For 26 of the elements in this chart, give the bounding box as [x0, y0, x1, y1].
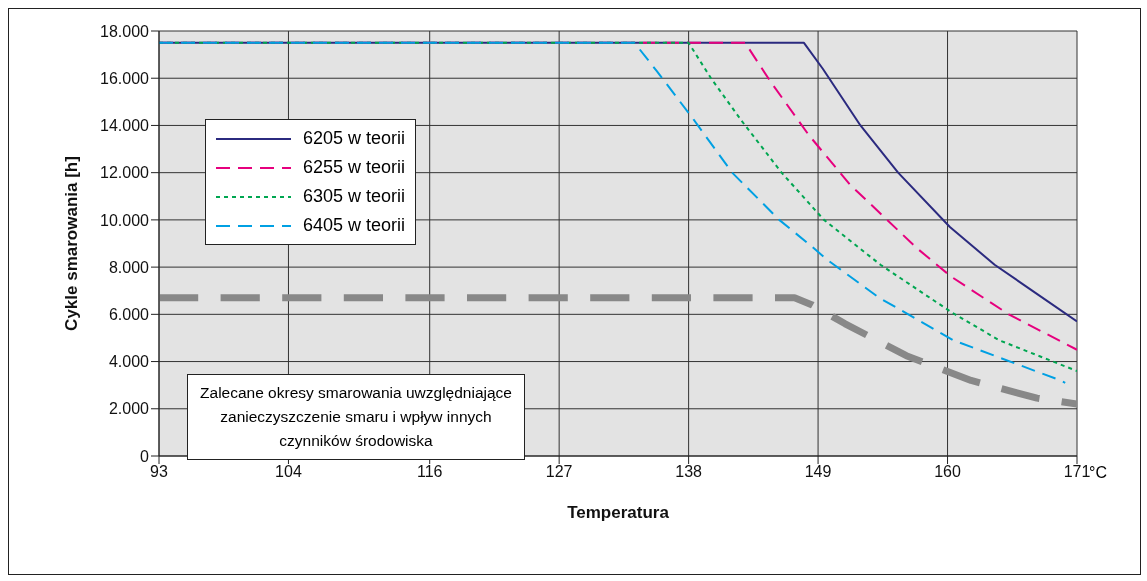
legend-label: 6205 w teorii	[303, 128, 406, 149]
x-tick-label: 93	[150, 463, 168, 481]
y-tick-label: 0	[140, 447, 150, 465]
x-tick-label: 149	[804, 463, 832, 481]
x-tick-label: 138	[675, 463, 703, 481]
x-tick-label: 116	[416, 463, 443, 481]
y-tick-label: 8.000	[108, 258, 150, 276]
x-tick-label: 127	[545, 463, 573, 481]
legend-label: 6405 w teorii	[303, 215, 406, 236]
x-axis-title: Temperatura	[567, 503, 670, 522]
x-tick-label: 171	[1063, 463, 1091, 481]
y-tick-label: 14.000	[100, 117, 150, 135]
y-tick-label: 12.000	[100, 164, 150, 182]
y-tick-label: 2.000	[108, 400, 150, 418]
x-tick-label: 160	[934, 463, 961, 481]
legend-label: 6305 w teorii	[303, 186, 406, 207]
legend-label: 6255 w teorii	[303, 157, 406, 178]
y-tick-label: 4.000	[108, 353, 150, 371]
y-tick-label: 10.000	[100, 211, 150, 229]
y-tick-label: 18.000	[100, 22, 150, 40]
y-tick-label: 16.000	[100, 69, 150, 87]
y-tick-label: 6.000	[108, 306, 150, 324]
text: °C	[1089, 464, 1107, 482]
x-tick-label: 104	[275, 463, 302, 481]
y-axis-title: Cykle smarowania [h]	[62, 156, 82, 331]
annotation: Zalecane okresy smarowania uwzględniające zanieczyszczenie smaru i wpływ innych czynników środowiska	[187, 374, 525, 460]
